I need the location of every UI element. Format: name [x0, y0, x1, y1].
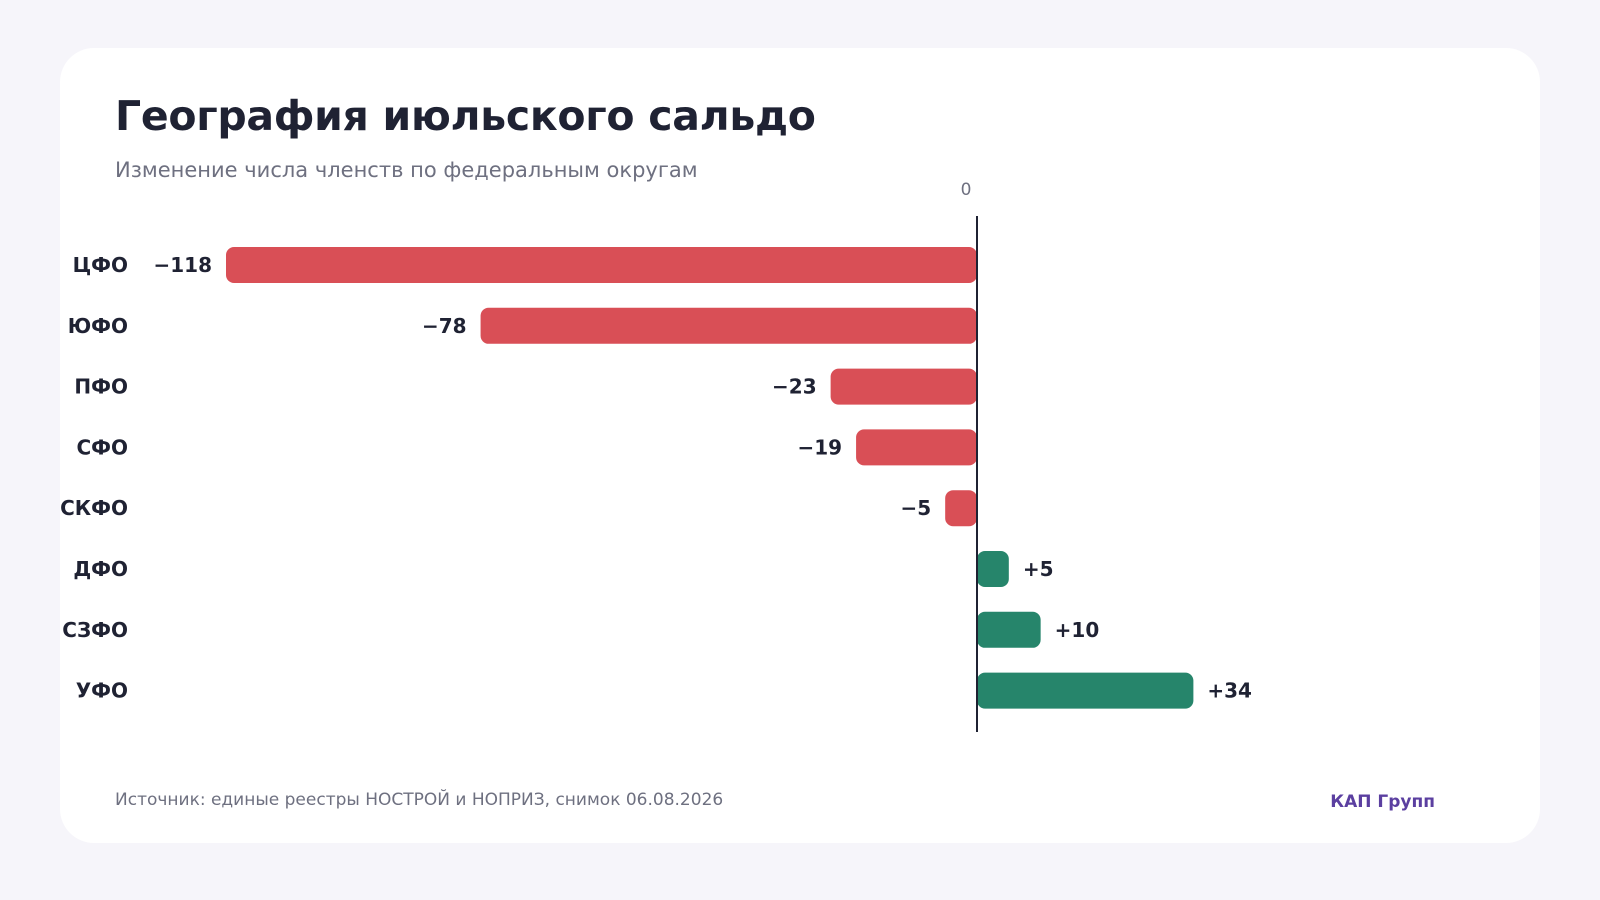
chart-card: [60, 48, 1540, 843]
value-label: −19: [797, 435, 842, 459]
category-label: СФО: [76, 435, 128, 459]
bar-5: [945, 490, 977, 527]
category-label: УФО: [76, 679, 128, 703]
bar-2: [480, 307, 977, 344]
bar-3: [830, 368, 977, 405]
category-label: СКФО: [60, 496, 128, 520]
chart-subtitle: Изменение числа членств по федеральным о…: [115, 158, 698, 182]
brand-label: КАП Групп: [1330, 792, 1435, 812]
chart-title: География июльского сальдо: [115, 92, 816, 140]
category-label: СЗФО: [62, 618, 128, 642]
category-label: ДФО: [73, 557, 128, 581]
bar-7: [977, 611, 1041, 648]
value-label: −5: [900, 496, 931, 520]
value-label: +34: [1207, 679, 1252, 703]
value-label: −23: [772, 375, 817, 399]
category-label: ПФО: [74, 375, 128, 399]
bar-8: [977, 672, 1194, 709]
zero-tick-label: 0: [961, 180, 972, 200]
category-label: ЦФО: [73, 253, 128, 277]
value-label: −118: [153, 253, 212, 277]
bar-1: [226, 247, 977, 283]
value-label: +5: [1023, 557, 1054, 581]
value-label: +10: [1055, 618, 1100, 642]
value-label: −78: [422, 314, 467, 338]
source-note: Источник: единые реестры НОСТРОЙ и НОПРИ…: [115, 790, 724, 810]
bar-6: [977, 551, 1009, 587]
category-label: ЮФО: [68, 314, 128, 338]
bar-4: [856, 429, 977, 466]
